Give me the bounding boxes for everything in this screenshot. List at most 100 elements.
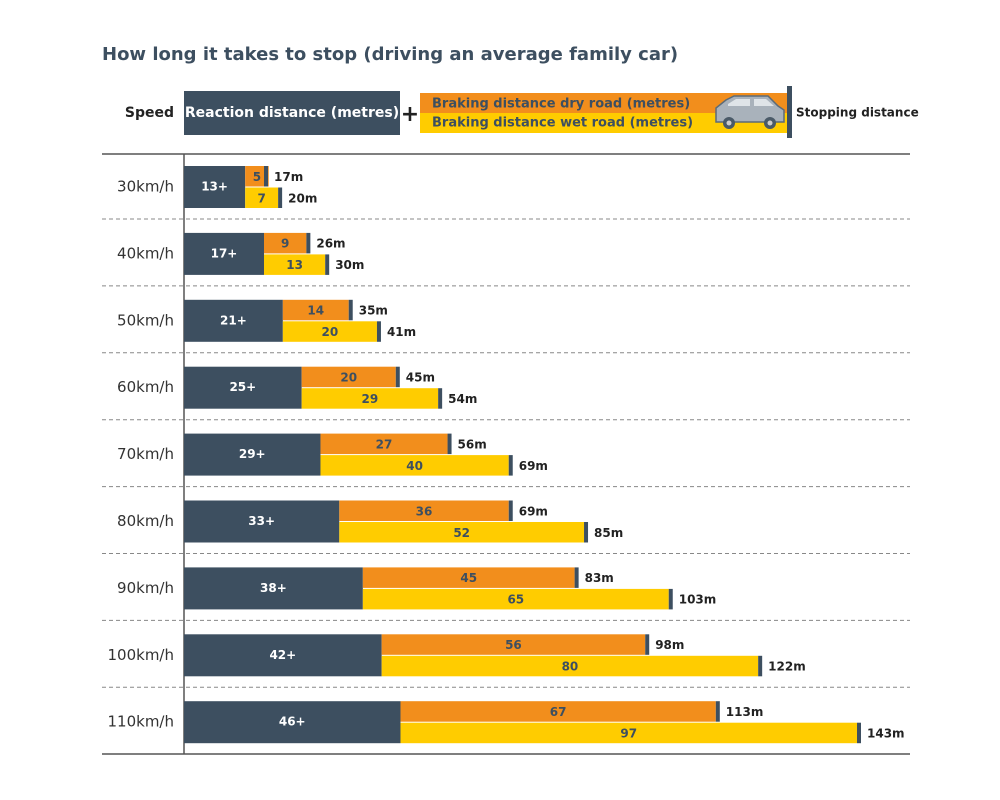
stop-label: 56m bbox=[458, 437, 487, 451]
bar bbox=[320, 455, 509, 476]
value-label: 46+ bbox=[279, 715, 306, 729]
stop-label: 69m bbox=[519, 459, 548, 473]
stop-label: 98m bbox=[655, 638, 684, 652]
stop-marker bbox=[574, 567, 579, 588]
y-tick-label: 60km/h bbox=[117, 378, 174, 396]
value-label: 67 bbox=[550, 705, 567, 719]
value-label: 33+ bbox=[248, 514, 275, 528]
legend-swatch bbox=[184, 91, 400, 135]
value-label: 9 bbox=[281, 237, 289, 251]
stop-marker bbox=[447, 433, 452, 455]
stop-label: 45m bbox=[406, 370, 435, 384]
legend-label: Stopping distance bbox=[796, 106, 919, 120]
stop-label: 41m bbox=[387, 325, 416, 339]
bar bbox=[245, 166, 269, 187]
legend-operator: + bbox=[401, 102, 419, 127]
bar bbox=[184, 232, 265, 275]
value-label: 56 bbox=[505, 638, 522, 652]
value-label: 27 bbox=[376, 437, 393, 451]
stop-label: 54m bbox=[448, 392, 477, 406]
bar bbox=[282, 321, 377, 342]
value-label: 13 bbox=[286, 258, 303, 272]
bar bbox=[381, 655, 759, 677]
bar bbox=[339, 500, 509, 521]
value-label: 80 bbox=[562, 660, 579, 674]
bar bbox=[339, 522, 585, 543]
stop-marker bbox=[645, 634, 650, 655]
stop-marker bbox=[325, 254, 330, 275]
value-label: 52 bbox=[453, 526, 470, 540]
value-label: 20 bbox=[322, 325, 339, 339]
stop-label: 20m bbox=[288, 191, 317, 205]
stop-label: 85m bbox=[594, 526, 623, 540]
value-label: 38+ bbox=[260, 581, 287, 595]
legend-marker bbox=[787, 86, 792, 138]
stop-marker bbox=[438, 388, 443, 409]
value-label: 25+ bbox=[229, 380, 256, 394]
stop-marker bbox=[758, 655, 763, 677]
value-label: 40 bbox=[406, 459, 423, 473]
bar bbox=[381, 634, 646, 655]
stop-marker bbox=[508, 500, 513, 521]
y-axis-title: Speed bbox=[125, 105, 174, 121]
car-icon bbox=[715, 95, 785, 129]
legend-swatch bbox=[420, 93, 787, 113]
y-tick-label: 30km/h bbox=[117, 178, 174, 196]
bar bbox=[184, 500, 340, 543]
y-tick-label: 90km/h bbox=[117, 579, 174, 597]
value-label: 5 bbox=[253, 170, 261, 184]
value-label: 14 bbox=[307, 304, 324, 318]
chart-title: How long it takes to stop (driving an av… bbox=[102, 44, 678, 65]
value-label: 45 bbox=[460, 571, 477, 585]
stop-marker bbox=[715, 701, 720, 722]
bar bbox=[184, 634, 382, 677]
y-tick-label: 100km/h bbox=[108, 646, 175, 664]
stop-marker bbox=[306, 232, 311, 254]
stop-label: 30m bbox=[335, 258, 364, 272]
stop-label: 103m bbox=[679, 593, 717, 607]
stop-label: 17m bbox=[274, 170, 303, 184]
value-label: 7 bbox=[257, 191, 265, 205]
legend-swatch bbox=[420, 113, 787, 133]
stop-label: 35m bbox=[359, 304, 388, 318]
value-label: 29 bbox=[362, 392, 379, 406]
stop-marker bbox=[264, 166, 269, 187]
bar bbox=[282, 299, 349, 321]
bar bbox=[362, 567, 575, 588]
bar bbox=[264, 254, 326, 275]
bar bbox=[184, 366, 302, 409]
bar bbox=[184, 166, 246, 208]
stop-marker bbox=[376, 321, 381, 342]
bar bbox=[184, 433, 321, 476]
y-tick-label: 110km/h bbox=[108, 713, 175, 731]
bar bbox=[400, 701, 716, 722]
value-label: 21+ bbox=[220, 313, 247, 327]
stop-marker bbox=[668, 588, 673, 610]
bar bbox=[245, 187, 279, 208]
bar bbox=[301, 388, 439, 409]
stop-marker bbox=[584, 522, 589, 543]
stop-label: 69m bbox=[519, 504, 548, 518]
legend-label: Braking distance dry road (metres) bbox=[432, 97, 690, 112]
value-label: 20 bbox=[340, 370, 357, 384]
bar bbox=[320, 433, 448, 455]
stop-label: 26m bbox=[316, 237, 345, 251]
value-label: 36 bbox=[416, 504, 433, 518]
stop-label: 83m bbox=[585, 571, 614, 585]
value-label: 42+ bbox=[269, 648, 296, 662]
value-label: 17+ bbox=[211, 246, 238, 260]
bar bbox=[362, 588, 669, 610]
value-label: 65 bbox=[507, 593, 524, 607]
stop-marker bbox=[395, 366, 400, 388]
y-tick-label: 40km/h bbox=[117, 244, 174, 262]
bar bbox=[184, 701, 401, 744]
bar bbox=[301, 366, 396, 388]
bar bbox=[264, 232, 307, 254]
stop-marker bbox=[857, 722, 861, 744]
stop-marker bbox=[508, 455, 513, 476]
y-tick-label: 50km/h bbox=[117, 311, 174, 329]
stop-label: 113m bbox=[726, 705, 764, 719]
stop-marker bbox=[348, 299, 353, 321]
value-label: 29+ bbox=[239, 447, 266, 461]
